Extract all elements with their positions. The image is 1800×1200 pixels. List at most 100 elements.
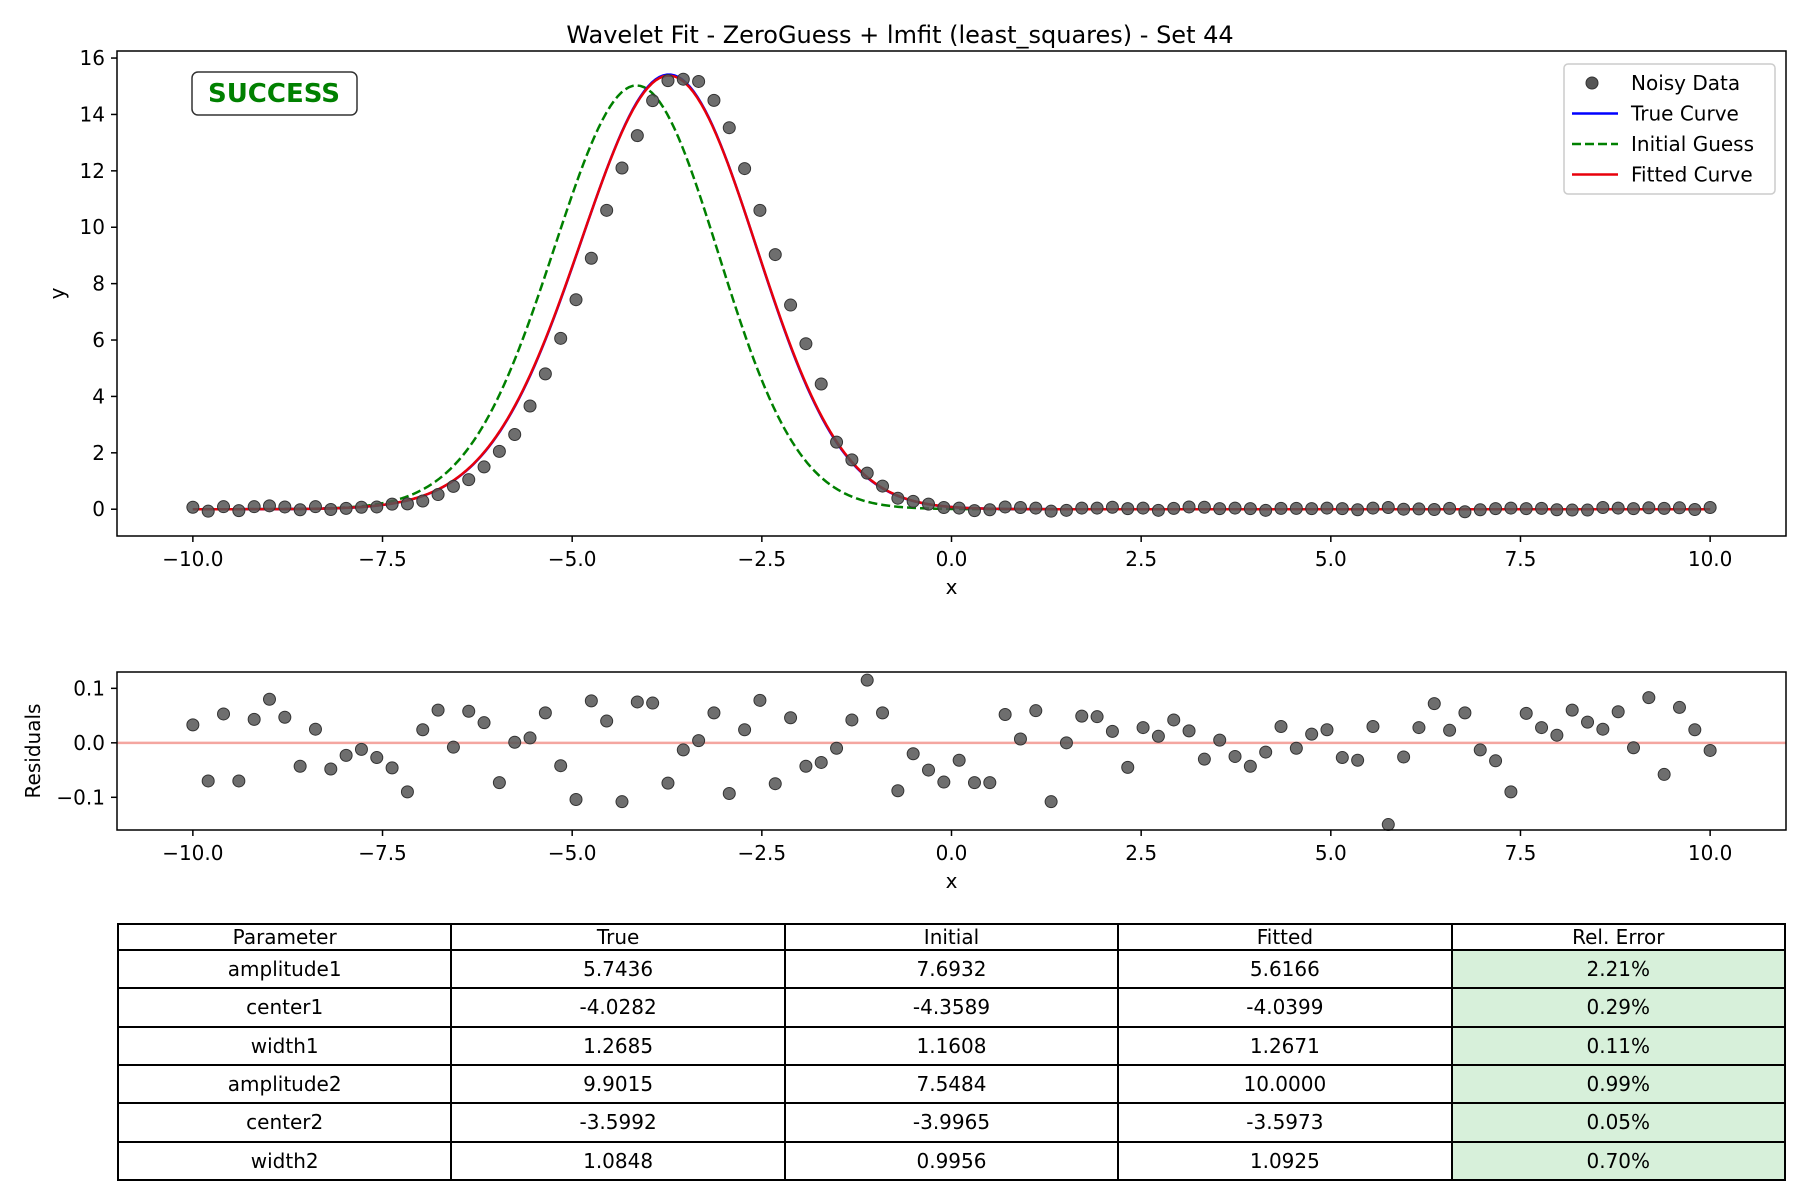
noisy-data-point xyxy=(1351,503,1365,517)
noisy-data-point xyxy=(400,497,414,511)
noisy-data-point xyxy=(983,503,997,517)
true-value-cell: 1.2685 xyxy=(450,1025,786,1066)
residual-point xyxy=(354,742,368,756)
residual-point xyxy=(584,694,598,708)
legend-label: Initial Guess xyxy=(1631,132,1754,156)
noisy-data-point xyxy=(1121,502,1135,516)
noisy-data-point xyxy=(799,337,813,351)
residual-point xyxy=(1519,706,1533,720)
fitted-value-cell: 10.0000 xyxy=(1117,1063,1453,1105)
y-tick-label: 0 xyxy=(92,497,105,521)
residual-point xyxy=(1473,743,1487,757)
rel-error-cell: 0.05% xyxy=(1450,1102,1787,1143)
x-axis-label: x xyxy=(946,869,958,893)
residual-point xyxy=(1259,745,1273,759)
noisy-data-point xyxy=(1596,501,1610,515)
noisy-data-point xyxy=(584,251,598,265)
residual-point xyxy=(569,792,583,806)
noisy-data-point xyxy=(492,444,506,458)
x-tick-label: 10.0 xyxy=(1688,547,1733,571)
noisy-data-point xyxy=(814,377,828,391)
noisy-data-point xyxy=(354,500,368,514)
residual-point xyxy=(753,693,767,707)
residual-point xyxy=(692,734,706,748)
noisy-data-point xyxy=(385,497,399,511)
fitted-value-cell: 1.0925 xyxy=(1117,1140,1453,1182)
table-row: center1 -4.0282 -4.3589 -4.0399 0.29% xyxy=(116,987,1787,1028)
fitted-value-cell: -4.0399 xyxy=(1117,987,1453,1028)
residual-point xyxy=(462,704,476,718)
residual-point xyxy=(247,712,261,726)
x-tick-label: 7.5 xyxy=(1505,547,1537,571)
noisy-data-point xyxy=(784,298,798,312)
residual-point xyxy=(293,759,307,773)
residual-point xyxy=(1029,704,1043,718)
noisy-data-point xyxy=(692,74,706,88)
param-name-cell: amplitude1 xyxy=(116,948,453,990)
noisy-data-point xyxy=(707,93,721,107)
noisy-data-point xyxy=(830,435,844,449)
residual-point xyxy=(952,753,966,767)
noisy-data-point xyxy=(630,129,644,143)
param-name-cell: amplitude2 xyxy=(116,1063,453,1105)
residual-point xyxy=(1627,741,1641,755)
noisy-data-point xyxy=(1489,502,1503,516)
residual-point xyxy=(523,731,537,745)
residual-point xyxy=(446,740,460,754)
noisy-data-point xyxy=(1243,502,1257,516)
x-tick-label: 0.0 xyxy=(936,841,968,865)
residual-point xyxy=(477,716,491,730)
residual-point xyxy=(998,707,1012,721)
x-tick-label: −7.5 xyxy=(358,841,407,865)
residual-point xyxy=(922,763,936,777)
noisy-data-point xyxy=(278,500,292,514)
y-tick-label: 0.1 xyxy=(73,676,105,700)
noisy-data-point xyxy=(339,501,353,515)
residual-point xyxy=(1688,723,1702,737)
x-axis-label: x xyxy=(946,575,958,599)
y-tick-label: 16 xyxy=(80,46,105,70)
y-axis-label: Residuals xyxy=(21,704,45,799)
noisy-data-point xyxy=(753,203,767,217)
legend-label: Noisy Data xyxy=(1631,71,1740,95)
noisy-data-point xyxy=(1672,501,1686,515)
residual-point xyxy=(1397,750,1411,764)
residual-point xyxy=(1121,760,1135,774)
initial-guess-line xyxy=(192,84,1711,511)
residual-point xyxy=(492,776,506,790)
x-tick-label: −2.5 xyxy=(738,547,787,571)
parameter-table: Parameter True Initial Fitted Rel. Error… xyxy=(116,923,1787,1182)
true-curve-line xyxy=(192,73,1711,511)
rel-error-cell: 0.99% xyxy=(1450,1063,1787,1105)
residual-point xyxy=(1167,713,1181,727)
residual-point xyxy=(1197,752,1211,766)
noisy-data-point xyxy=(262,499,276,513)
noisy-data-point xyxy=(998,500,1012,514)
noisy-data-point xyxy=(1013,501,1027,515)
noisy-data-point xyxy=(876,479,890,493)
residual-point xyxy=(385,761,399,775)
residual-point xyxy=(600,714,614,728)
true-value-cell: 9.9015 xyxy=(450,1063,786,1105)
noisy-data-point xyxy=(967,504,981,518)
param-name-cell: center2 xyxy=(116,1102,453,1143)
x-tick-label: 7.5 xyxy=(1505,841,1537,865)
noisy-data-point xyxy=(860,466,874,480)
noisy-data-point xyxy=(1075,501,1089,515)
y-tick-label: 12 xyxy=(80,159,105,183)
noisy-data-point xyxy=(1029,501,1043,515)
noisy-data-point xyxy=(217,500,231,514)
residual-point xyxy=(784,711,798,725)
noisy-data-point xyxy=(1688,502,1702,516)
fitted-curve-line xyxy=(192,74,1711,511)
noisy-data-point xyxy=(1657,501,1671,515)
table-header-cell: Rel. Error xyxy=(1450,923,1787,951)
status-box xyxy=(191,71,358,116)
noisy-data-point xyxy=(937,501,951,515)
noisy-data-point xyxy=(768,248,782,262)
table-row: center2 -3.5992 -3.9965 -3.5973 0.05% xyxy=(116,1102,1787,1143)
noisy-data-point xyxy=(1136,501,1150,515)
legend-box xyxy=(1563,63,1776,195)
table-row: width2 1.0848 0.9956 1.0925 0.70% xyxy=(116,1140,1787,1182)
residual-point xyxy=(1274,719,1288,733)
